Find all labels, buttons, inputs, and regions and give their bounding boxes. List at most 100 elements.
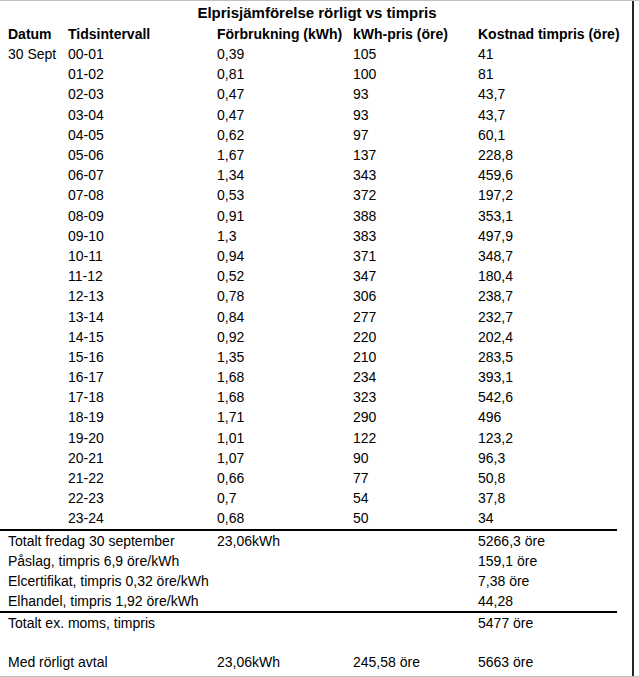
cell-interval: 19-20 [68,428,217,448]
table-row: 08-090,91388353,1 [8,206,617,226]
table-row: 06-071,34343459,6 [8,165,617,185]
summary-body: Totalt fredag 30 september23,06kWh5266,3… [8,531,617,612]
cell-price: 210 [353,347,478,367]
cell-price: 234 [353,367,478,387]
cell-cost: 238,7 [478,286,617,306]
cell-consumption: 1,68 [217,387,353,407]
table-row: 19-201,01122123,2 [8,428,617,448]
total-ex-moms-row: Totalt ex. moms, timpris 5477 öre [8,613,617,633]
cell-price: 100 [353,64,478,84]
cell-datum [8,428,68,448]
cell-cost: 34 [478,508,617,528]
cell-cost: 37,8 [478,488,617,508]
cell-consumption: 0,52 [217,266,353,286]
cell-interval: 04-05 [68,125,217,145]
cell-price: 290 [353,407,478,427]
cell-consumption: 0,47 [217,84,353,104]
cell-datum [8,266,68,286]
variable-contract-table: Med rörligt avtal 23,06kWh 245,58 öre 56… [8,651,617,671]
table-row: 04-050,629760,1 [8,125,617,145]
cell-cost: 459,6 [478,165,617,185]
cell-cost: 202,4 [478,327,617,347]
variable-contract-label: Med rörligt avtal [8,651,217,671]
summary-consumption [217,591,353,611]
cell-datum [8,64,68,84]
cell-cost: 228,8 [478,145,617,165]
table-row: 09-101,3383497,9 [8,226,617,246]
cell-datum [8,327,68,347]
cell-cost: 197,2 [478,185,617,205]
cell-datum [8,145,68,165]
cell-cost: 50,8 [478,468,617,488]
summary-row: Påslag, timpris 6,9 öre/kWh 159,1 öre [8,551,617,571]
summary-label: Totalt fredag 30 september [8,531,217,551]
cell-interval: 18-19 [68,407,217,427]
cell-consumption: 0,53 [217,185,353,205]
cell-interval: 10-11 [68,246,217,266]
cell-cost: 283,5 [478,347,617,367]
table-row: 02-030,479343,7 [8,84,617,104]
summary-consumption: 23,06kWh [217,531,353,551]
cell-cost: 96,3 [478,448,617,468]
cell-datum [8,488,68,508]
cell-datum [8,387,68,407]
table-row: 14-150,92220202,4 [8,327,617,347]
col-header-kwh-pris: kWh-pris (öre) [353,23,478,44]
summary-label: Elcertifikat, timpris 0,32 öre/kWh [8,571,217,591]
cell-interval: 13-14 [68,306,217,326]
variable-contract-row: Med rörligt avtal 23,06kWh 245,58 öre 56… [8,651,617,671]
cell-cost: 348,7 [478,246,617,266]
cell-price: 372 [353,185,478,205]
cell-datum [8,347,68,367]
cell-cost: 41 [478,44,617,64]
cell-interval: 02-03 [68,84,217,104]
cell-price: 388 [353,206,478,226]
cell-datum [8,246,68,266]
cell-datum [8,206,68,226]
cell-interval: 09-10 [68,226,217,246]
cell-price: 93 [353,84,478,104]
cell-price: 347 [353,266,478,286]
table-row: 17-181,68323542,6 [8,387,617,407]
cell-price: 323 [353,387,478,407]
col-header-datum: Datum [8,23,68,44]
cell-price: 105 [353,44,478,64]
summary-table: Totalt fredag 30 september23,06kWh5266,3… [8,531,617,612]
cell-cost: 393,1 [478,367,617,387]
cell-price: 371 [353,246,478,266]
cell-cost: 232,7 [478,306,617,326]
cell-price: 306 [353,286,478,306]
cell-cost: 496 [478,407,617,427]
cell-price: 54 [353,488,478,508]
cell-consumption: 1,67 [217,145,353,165]
cell-price: 93 [353,105,478,125]
cell-interval: 17-18 [68,387,217,407]
cell-cost: 542,6 [478,387,617,407]
cell-consumption: 1,71 [217,407,353,427]
cell-datum [8,226,68,246]
cell-consumption: 0,81 [217,64,353,84]
cell-consumption: 0,91 [217,206,353,226]
cell-interval: 16-17 [68,367,217,387]
table-row: 01-020,8110081 [8,64,617,84]
table-row: 07-080,53372197,2 [8,185,617,205]
cell-cost: 43,7 [478,105,617,125]
table-row: 23-240,685034 [8,508,617,528]
cell-consumption: 0,78 [217,286,353,306]
summary-label: Påslag, timpris 6,9 öre/kWh [8,551,217,571]
cell-price: 137 [353,145,478,165]
cell-consumption: 0,68 [217,508,353,528]
summary-label: Elhandel, timpris 1,92 öre/kWh [8,591,217,611]
cell-datum: 30 Sept [8,44,68,64]
cell-interval: 00-01 [68,44,217,64]
table-row: 11-120,52347180,4 [8,266,617,286]
cell-interval: 01-02 [68,64,217,84]
cell-interval: 20-21 [68,448,217,468]
cell-datum [8,468,68,488]
window-right-border [632,1,634,676]
cell-datum [8,84,68,104]
cell-datum [8,105,68,125]
summary-cost: 159,1 öre [478,551,617,571]
elpris-comparison-page: Elprisjämförelse rörligt vs timpris Datu… [0,0,639,677]
cell-interval: 05-06 [68,145,217,165]
